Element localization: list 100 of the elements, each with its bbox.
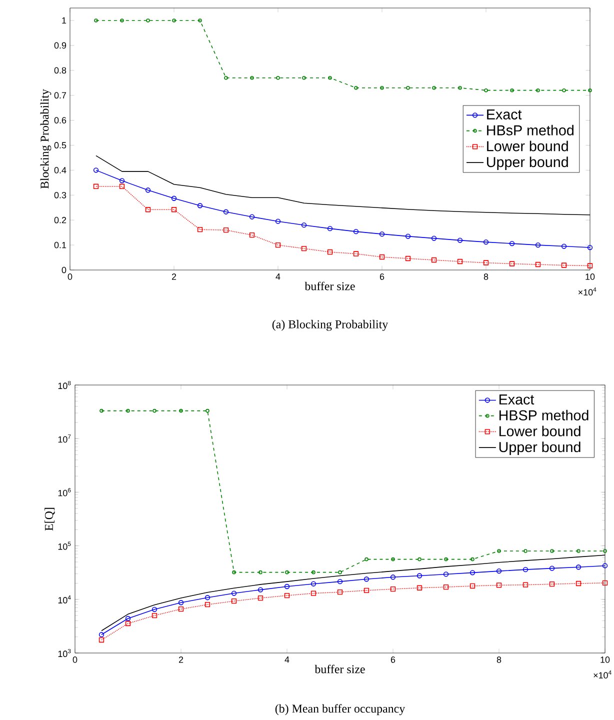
y-tick-label: 0 xyxy=(62,266,66,274)
point xyxy=(125,616,131,622)
point xyxy=(338,570,342,574)
y-tick-label: 0.8 xyxy=(54,67,66,74)
point xyxy=(152,612,158,618)
point xyxy=(405,234,411,239)
point xyxy=(390,586,396,592)
x-tick-label: 2 xyxy=(172,274,176,280)
point xyxy=(405,256,411,262)
point xyxy=(223,227,229,233)
x-tick-label: 4 xyxy=(284,656,290,663)
point xyxy=(470,557,474,562)
point xyxy=(380,86,384,90)
x-axis-title: buffer size xyxy=(314,664,365,674)
y-tick-label: 10$^{3}$ xyxy=(58,648,71,658)
point xyxy=(258,587,264,592)
point xyxy=(93,184,99,189)
point xyxy=(197,226,203,232)
point xyxy=(328,76,332,80)
point xyxy=(258,570,262,574)
x-tick-label: 2 xyxy=(178,656,184,663)
x-tick-label: 6 xyxy=(390,656,396,663)
point xyxy=(172,18,176,22)
point xyxy=(536,88,540,92)
point xyxy=(364,588,370,594)
point xyxy=(364,557,368,562)
point xyxy=(457,258,463,264)
point xyxy=(524,549,528,553)
point xyxy=(126,408,130,413)
point xyxy=(119,178,125,184)
point xyxy=(496,582,502,588)
point xyxy=(470,570,476,576)
point xyxy=(576,549,580,553)
point xyxy=(275,218,281,224)
y-tick-label: 0.1 xyxy=(54,242,66,248)
y-tick-label: 0.3 xyxy=(54,192,66,198)
legend-label: Lower bound xyxy=(499,426,580,436)
point xyxy=(145,207,151,212)
text: (a) Blocking Probability xyxy=(272,320,388,331)
point xyxy=(602,580,608,586)
point xyxy=(284,584,290,590)
y-tick-label: 10$^{4}$ xyxy=(58,595,71,604)
y-tick-label: 0.5 xyxy=(54,142,66,148)
point xyxy=(285,570,289,574)
point xyxy=(179,408,183,413)
legend-label: Upper bound xyxy=(499,442,580,456)
x-tick-label: 10 xyxy=(600,656,610,663)
point xyxy=(497,549,501,553)
point xyxy=(418,557,422,562)
point xyxy=(406,86,410,90)
point xyxy=(204,602,210,608)
point xyxy=(224,76,228,80)
point xyxy=(416,585,422,590)
point xyxy=(94,18,98,22)
point xyxy=(391,557,395,562)
point xyxy=(416,573,422,578)
point xyxy=(576,580,582,586)
x-tick-label: 4 xyxy=(276,274,280,280)
y-axis-title: E[Q] xyxy=(44,508,55,531)
point xyxy=(302,76,306,80)
point xyxy=(432,86,436,90)
y-axis-title: Blocking Probability xyxy=(40,89,52,189)
point xyxy=(443,572,449,577)
point xyxy=(562,88,566,92)
point xyxy=(353,251,359,256)
point xyxy=(496,568,502,574)
point xyxy=(603,549,607,553)
x-tick-label: 8 xyxy=(484,274,488,280)
point xyxy=(197,203,203,208)
x-tick-label: 0 xyxy=(72,656,78,663)
legend-label: Lower bound xyxy=(487,140,568,152)
text: (b) Mean buffer occupancy xyxy=(275,704,406,716)
point xyxy=(510,88,514,92)
point xyxy=(550,549,554,553)
point xyxy=(178,600,184,606)
point xyxy=(232,570,236,574)
legend-label: HBSP method xyxy=(499,410,588,420)
point xyxy=(444,557,448,562)
point xyxy=(483,260,489,266)
point xyxy=(152,606,158,612)
y-tick-label: 10$^{5}$ xyxy=(58,542,71,550)
point xyxy=(443,584,449,590)
point xyxy=(484,88,488,92)
point xyxy=(549,582,555,587)
point xyxy=(250,76,254,80)
point xyxy=(171,196,177,201)
y-tick-label: 10$^{7}$ xyxy=(58,434,71,443)
text: ×10$^{4}$ xyxy=(594,670,612,678)
point xyxy=(509,240,515,246)
point xyxy=(145,188,151,193)
point xyxy=(588,88,592,92)
point xyxy=(535,242,541,248)
y-tick-label: 0.9 xyxy=(54,42,66,49)
point xyxy=(171,207,177,212)
point xyxy=(231,590,237,596)
point xyxy=(206,408,210,413)
point xyxy=(457,238,463,243)
y-tick-label: 0.4 xyxy=(54,167,66,174)
x-tick-label: 8 xyxy=(496,656,502,663)
y-tick-label: 0.6 xyxy=(54,117,66,124)
